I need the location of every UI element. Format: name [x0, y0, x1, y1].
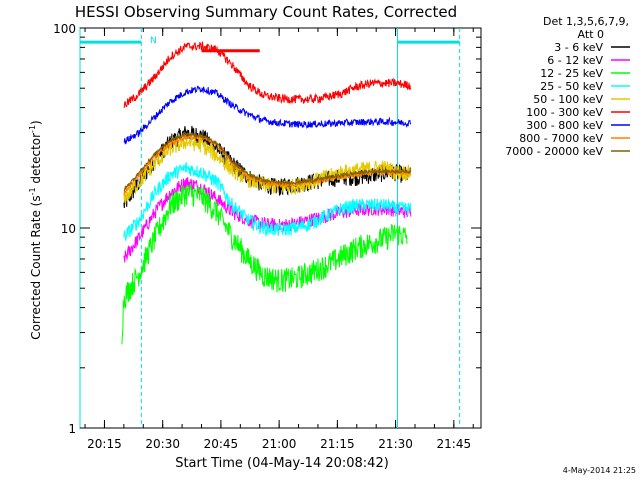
x-tick-label: 20:15 [87, 437, 122, 451]
x-tick-label: 20:30 [145, 437, 180, 451]
series-line [123, 40, 412, 109]
series-line [121, 182, 408, 345]
legend-label: 800 - 7000 keV [519, 132, 603, 145]
bar-label: N [150, 36, 157, 46]
series-layer [121, 40, 412, 345]
x-tick-label: 21:45 [437, 437, 472, 451]
legend-label: 3 - 6 keV [554, 41, 603, 54]
x-axis-label: Start Time (04-May-14 20:08:42) [175, 456, 389, 471]
y-tick-label: 100 [53, 22, 76, 36]
legend-header-line-2: Att 0 [578, 28, 604, 41]
y-tick-label: 10 [61, 222, 76, 236]
legend-label: 300 - 800 keV [526, 119, 603, 132]
legend-label: 100 - 300 keV [526, 106, 603, 119]
legend-label: 7000 - 20000 keV [505, 145, 603, 158]
date-stamp: 4-May-2014 21:25 [563, 466, 636, 475]
plot-area: N [79, 27, 482, 429]
x-tick-label: 21:00 [262, 437, 297, 451]
y-tick-label: 1 [68, 422, 76, 436]
legend-label: 50 - 100 keV [533, 93, 603, 106]
x-tick-label: 20:45 [204, 437, 239, 451]
x-tick-label: 21:30 [378, 437, 413, 451]
x-axis: 20:15 20:30 20:45 21:00 21:15 21:30 21:45 [84, 28, 474, 451]
series-line [123, 134, 412, 205]
legend-label: 12 - 25 keV [540, 67, 603, 80]
legend-label: 6 - 12 keV [547, 54, 603, 67]
series-line [123, 85, 412, 145]
x-tick-label: 21:15 [320, 437, 355, 451]
chart-title: HESSI Observing Summary Count Rates, Cor… [75, 3, 457, 21]
y-axis-label: Corrected Count Rate (s-1 detector-1) [28, 120, 43, 339]
legend-label: 25 - 50 keV [540, 80, 603, 93]
y-axis: 1 10 100 [53, 22, 481, 436]
legend-header-line-1: Det 1,3,5,6,7,9, [543, 15, 629, 28]
series-line [123, 161, 412, 241]
series-line [123, 131, 412, 192]
